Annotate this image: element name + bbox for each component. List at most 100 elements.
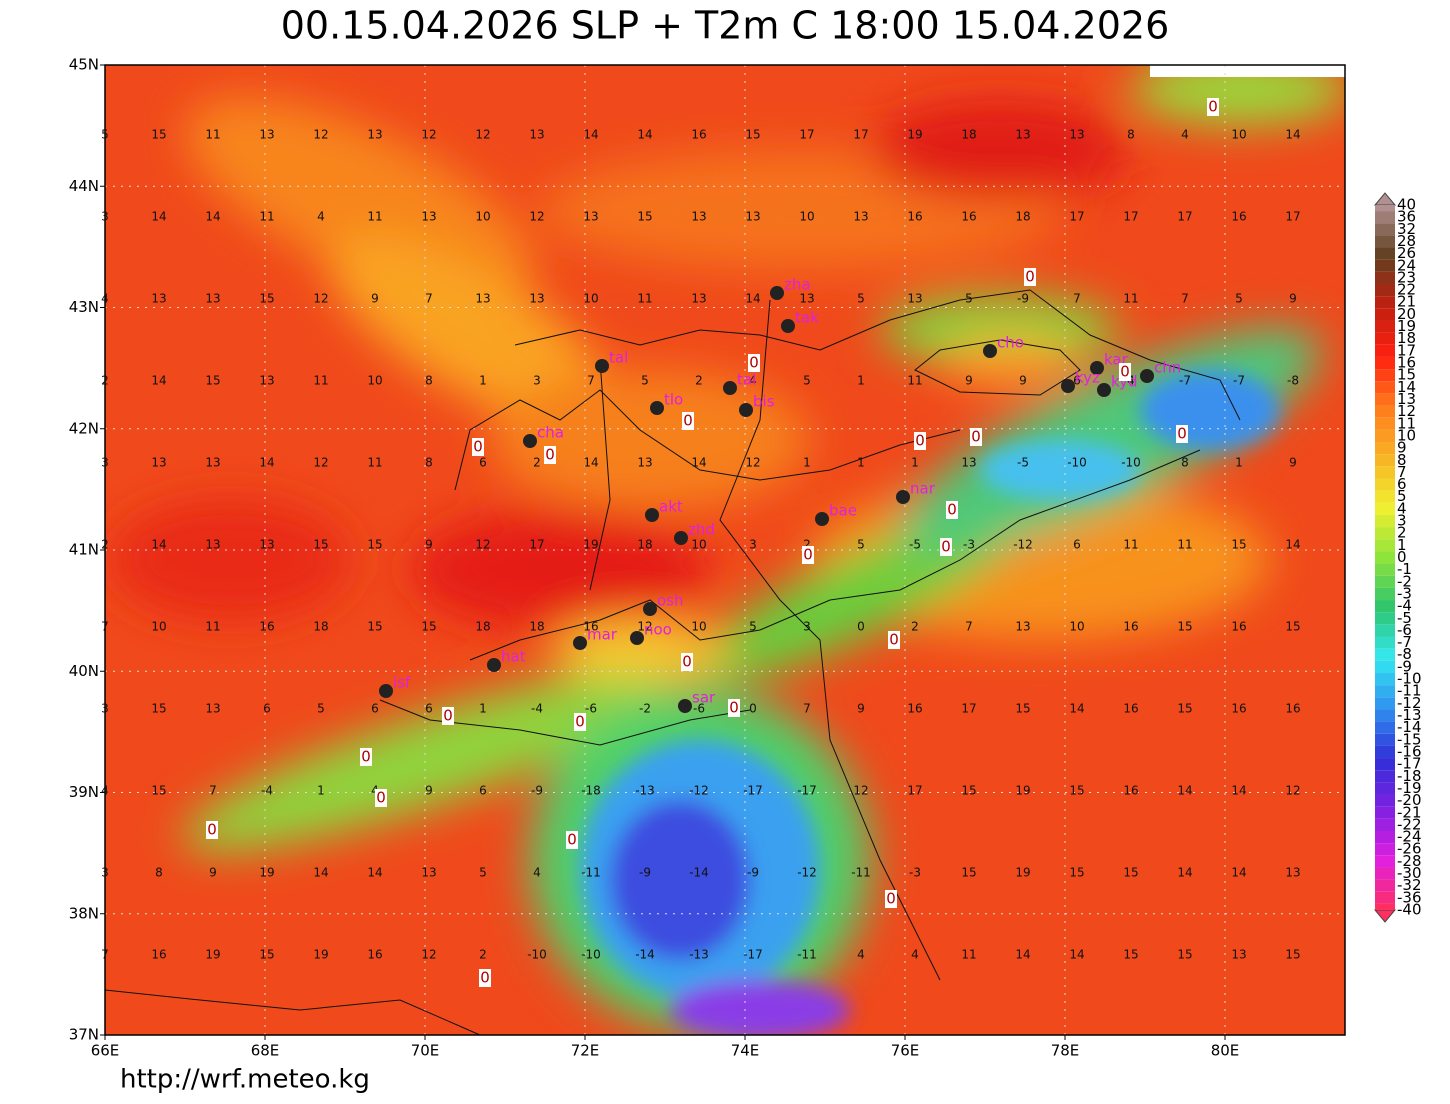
grid-value: 15 (367, 620, 382, 634)
grid-value: -17 (743, 784, 763, 798)
colorbar-swatch (1375, 733, 1395, 746)
station-dot (781, 319, 795, 333)
grid-value: 13 (583, 210, 598, 224)
contour-label-bg (566, 831, 578, 849)
grid-value: 7 (965, 620, 973, 634)
station-label: tlo (664, 391, 683, 409)
grid-value: -17 (797, 784, 817, 798)
grid-value: -12 (689, 784, 709, 798)
grid-value: 14 (151, 538, 166, 552)
colorbar-label: -4 (1397, 597, 1412, 615)
contour-label-bg (914, 432, 926, 450)
station-dot (573, 636, 587, 650)
grid-value: 15 (637, 210, 652, 224)
grid-value: 12 (1285, 784, 1300, 798)
grid-value: 17 (961, 702, 976, 716)
colorbar-swatch (1375, 855, 1395, 868)
grid-value: -12 (797, 866, 817, 880)
station-label: sar (692, 689, 716, 707)
colorbar-label: 2 (1397, 524, 1407, 542)
title: 00.15.04.2026 SLP + T2m C 18:00 15.04.20… (281, 4, 1170, 48)
contour-label: 0 (480, 969, 490, 987)
contour-label: 0 (941, 538, 951, 556)
colorbar-swatch (1375, 369, 1395, 382)
contour-label-bg (802, 546, 814, 564)
temperature-field (105, 65, 1345, 1035)
grid-value: 10 (691, 620, 706, 634)
station-label: osh (657, 592, 684, 610)
colorbar-swatch (1375, 405, 1395, 418)
colorbar-label: -18 (1397, 767, 1422, 785)
grid-value: 18 (961, 128, 976, 142)
grid-value: -17 (743, 948, 763, 962)
grid-value: 13 (691, 292, 706, 306)
station-label: bae (829, 502, 857, 520)
contour-label: 0 (749, 354, 759, 372)
grid-value: 12 (637, 620, 652, 634)
contour-label: 0 (443, 707, 453, 725)
grid-value: 14 (1231, 784, 1246, 798)
contour-label-bg (1176, 425, 1188, 443)
contour-label-bg (360, 748, 372, 766)
grid-value: -10 (527, 948, 547, 962)
grid-value: 13 (205, 292, 220, 306)
grid-value: 11 (259, 210, 274, 224)
colorbar-swatch (1375, 211, 1395, 224)
station-label: noo (644, 621, 672, 639)
colorbar-label: 15 (1397, 366, 1416, 384)
colorbar-label: 23 (1397, 268, 1416, 286)
colorbar-swatch (1375, 879, 1395, 892)
contour-label-bg (682, 412, 694, 430)
grid-value: 6 (371, 702, 379, 716)
colorbar-swatch (1375, 891, 1395, 904)
grid-value: 13 (421, 866, 436, 880)
grid-value: 7 (587, 374, 595, 388)
grid-value: 16 (907, 210, 922, 224)
contour-label-bg (1207, 98, 1219, 116)
colorbar-swatch (1375, 247, 1395, 260)
colorbar-swatch (1375, 223, 1395, 236)
colorbar-label: -12 (1397, 694, 1422, 712)
grid-value: -11 (797, 948, 817, 962)
grid-value: 15 (1285, 620, 1300, 634)
grid-value: 13 (475, 292, 490, 306)
station-label: zhd (688, 521, 715, 539)
contour-label-bg (206, 821, 218, 839)
colorbar-cap (1373, 909, 1397, 923)
grid-value: 0 (857, 620, 865, 634)
colorbar-label: -9 (1397, 657, 1412, 675)
grid-value: 13 (1231, 948, 1246, 962)
colorbar-label: 28 (1397, 232, 1416, 250)
colorbar-swatch (1375, 478, 1395, 491)
grid-value: 14 (1285, 128, 1300, 142)
colorbar-swatch (1375, 308, 1395, 321)
grid-value: 16 (151, 948, 166, 962)
colorbar-label: -26 (1397, 840, 1422, 858)
station-dot (1061, 379, 1075, 393)
colorbar-swatch (1375, 429, 1395, 443)
colorbar-swatch (1375, 830, 1395, 844)
grid-value: 3 (101, 866, 109, 880)
grid-value: 19 (1015, 784, 1030, 798)
grid-value: 10 (1231, 128, 1246, 142)
colorbar-swatch (1375, 332, 1395, 345)
grid-value: 8 (425, 374, 433, 388)
grid-value: 6 (263, 702, 271, 716)
lon-label: 76E (891, 1042, 920, 1060)
colorbar-label: -17 (1397, 755, 1422, 773)
station-label: cha (537, 424, 564, 442)
grid-value: 13 (529, 128, 544, 142)
grid-value: 14 (1069, 702, 1084, 716)
colorbar-label: 21 (1397, 293, 1416, 311)
colorbar-label: -13 (1397, 706, 1422, 724)
grid-value: 13 (367, 128, 382, 142)
lat-label: 41N (69, 541, 99, 559)
grid-value: -14 (689, 866, 709, 880)
grid-value: -6 (693, 702, 705, 716)
contour-label-bg (544, 446, 556, 464)
colorbar-label: -19 (1397, 779, 1422, 797)
grid-value: 15 (1285, 948, 1300, 962)
station-dot (523, 434, 537, 448)
colorbar-swatch (1375, 806, 1395, 819)
